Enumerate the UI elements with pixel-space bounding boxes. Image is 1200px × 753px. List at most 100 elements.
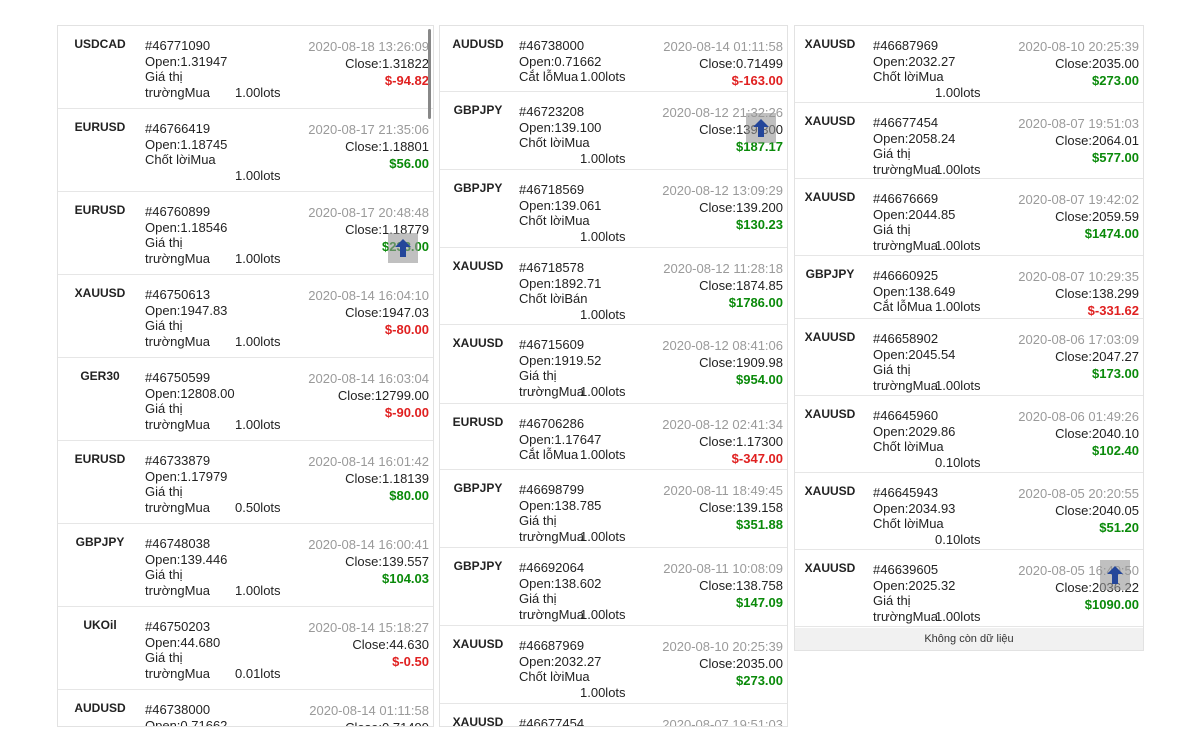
trade-profit: $-90.00 <box>384 405 429 420</box>
trade-open-price: Open:138.785 <box>519 498 602 513</box>
trade-order-type: Chốt lờiMua <box>873 516 944 531</box>
trade-order-type: Giá thị trườngMua <box>145 69 210 100</box>
trade-id: #46645960 <box>873 408 939 423</box>
trade-open-price: Open:138.602 <box>519 576 602 591</box>
scrollbar[interactable] <box>428 29 431 119</box>
trade-id: #46748038 <box>145 536 211 551</box>
trade-symbol: XAUUSD <box>804 484 856 498</box>
trade-lots: 1.00lots <box>235 251 281 266</box>
trade-profit: $954.00 <box>736 372 783 387</box>
trade-row[interactable]: XAUUSD #46676669 Open:2044.85 Giá thị trườn… <box>795 179 1143 256</box>
trade-close-price: Close:139.200 <box>699 200 783 215</box>
trade-row[interactable]: GBPJPY #46718569 Open:139.061 Chốt lờiMua 1.… <box>440 170 787 248</box>
trade-row[interactable]: XAUUSD #46639605 Open:2025.32 Giá thị trườn… <box>795 550 1143 627</box>
trade-symbol: EURUSD <box>74 203 126 217</box>
trade-close-price: Close:139.158 <box>699 500 783 515</box>
trade-lots: 0.10lots <box>935 532 981 547</box>
trade-date: 2020-08-17 21:35:06 <box>308 122 429 137</box>
trade-open-price: Open:139.100 <box>519 120 602 135</box>
scroll-to-top-button[interactable] <box>388 233 418 263</box>
trade-row[interactable]: XAUUSD #46645943 Open:2034.93 Chốt lờiMua 0.… <box>795 473 1143 550</box>
trade-order-type: Giá thị trườngMua <box>145 318 210 349</box>
trade-id: #46750613 <box>145 287 211 302</box>
trade-profit: $1090.00 <box>1084 597 1139 612</box>
trade-date: 2020-08-18 13:26:09 <box>308 39 429 54</box>
trade-date: 2020-08-07 10:29:35 <box>1018 269 1139 284</box>
trade-close-price: Close:0.71499 <box>699 56 783 71</box>
trade-lots: 1.00lots <box>580 685 626 700</box>
trade-order-type: Cắt lỗMua <box>519 447 579 462</box>
trade-open-price: Open:1.18745 <box>145 137 228 152</box>
trade-symbol: XAUUSD <box>452 637 504 651</box>
trade-lots: 1.00lots <box>235 168 281 183</box>
trade-row[interactable]: GBPJPY #46660925 Open:138.649 Cắt lỗMua 1.00… <box>795 256 1143 319</box>
trade-row[interactable]: EURUSD #46733879 Open:1.17979 Giá thị trườn… <box>58 441 433 524</box>
trade-close-price: Close:2047.27 <box>1055 349 1139 364</box>
trade-id: #46750203 <box>145 619 211 634</box>
scroll-to-top-button[interactable] <box>1100 560 1130 590</box>
trade-date: 2020-08-17 20:48:48 <box>308 205 429 220</box>
trade-id: #46760899 <box>145 204 211 219</box>
trade-date: 2020-08-07 19:51:03 <box>1018 116 1139 131</box>
trade-close-price: Close:1909.98 <box>699 355 783 370</box>
trade-row[interactable]: XAUUSD #46645960 Open:2029.86 Chốt lờiMua 0.… <box>795 396 1143 473</box>
trade-order-type: Giá thị trườngMua <box>145 484 210 515</box>
trade-open-price: Open:2025.32 <box>873 578 956 593</box>
trade-date: 2020-08-14 01:11:58 <box>309 703 429 718</box>
trade-row[interactable]: USDCAD #46771090 Open:1.31947 Giá thị trườn… <box>58 26 433 109</box>
trade-row[interactable]: GBPJPY #46723208 Open:139.100 Chốt lờiMua 1.… <box>440 92 787 170</box>
trade-symbol: AUDUSD <box>74 701 126 715</box>
trade-row[interactable]: EURUSD #46760899 Open:1.18546 Giá thị trườn… <box>58 192 433 275</box>
trade-open-price: Open:2029.86 <box>873 424 956 439</box>
trade-row[interactable]: XAUUSD #46658902 Open:2045.54 Giá thị trườn… <box>795 319 1143 396</box>
arrow-up-icon <box>395 239 411 257</box>
trade-row[interactable]: GBPJPY #46698799 Open:138.785 Giá thị trườn… <box>440 470 787 548</box>
trade-open-price: Open:1947.83 <box>145 303 228 318</box>
trade-id: #46718569 <box>519 182 585 197</box>
trade-date: 2020-08-10 20:25:39 <box>1018 39 1139 54</box>
trade-row[interactable]: GER30 #46750599 Open:12808.00 Giá thị trườn… <box>58 358 433 441</box>
trade-lots: 1.00lots <box>580 447 626 462</box>
trade-row[interactable]: XAUUSD #46750613 Open:1947.83 Giá thị trườn… <box>58 275 433 358</box>
trade-order-type: Giá thị trườngMua <box>873 146 938 177</box>
trade-date: 2020-08-14 16:03:04 <box>308 371 429 386</box>
trade-date: 2020-08-06 01:49:26 <box>1018 409 1139 424</box>
trade-row[interactable]: XAUUSD #46687969 Open:2032.27 Chốt lờiMua 1.… <box>440 626 787 704</box>
trade-row[interactable]: XAUUSD #46715609 Open:1919.52 Giá thị trườn… <box>440 325 787 404</box>
trade-symbol: XAUUSD <box>74 286 126 300</box>
trade-symbol: USDCAD <box>74 37 126 51</box>
trade-row[interactable]: EURUSD #46706286 Open:1.17647 Cắt lỗMua 1.00… <box>440 404 787 470</box>
trade-lots: 0.10lots <box>935 455 981 470</box>
trade-order-type: Giá thị trườngMua <box>145 567 210 598</box>
trade-id: #46645943 <box>873 485 939 500</box>
trade-open-price: Open:12808.00 <box>145 386 235 401</box>
trade-row[interactable]: UKOil #46750203 Open:44.680 Giá thị trườngM… <box>58 607 433 690</box>
trade-close-price: Close:2035.00 <box>1055 56 1139 71</box>
trade-date: 2020-08-11 10:08:09 <box>663 561 783 576</box>
trade-profit: $-80.00 <box>384 322 429 337</box>
trade-open-price: Open:2034.93 <box>873 501 956 516</box>
trade-lots: 1.00lots <box>935 378 981 393</box>
trade-row[interactable]: GBPJPY #46692064 Open:138.602 Giá thị trườn… <box>440 548 787 626</box>
trade-close-price: Close:12799.00 <box>337 388 429 403</box>
trade-row[interactable]: EURUSD #46766419 Open:1.18745 Chốt lờiMua 1.… <box>58 109 433 192</box>
trade-open-price: Open:44.680 <box>145 635 221 650</box>
scroll-to-top-button[interactable] <box>746 113 776 143</box>
trade-row[interactable]: XAUUSD #46687969 Open:2032.27 Chốt lờiMua 1.… <box>795 26 1143 103</box>
trade-symbol: XAUUSD <box>804 407 856 421</box>
trade-open-price: Open:0.71662 <box>145 718 228 727</box>
trade-row[interactable]: GBPJPY #46748038 Open:139.446 Giá thị trườn… <box>58 524 433 607</box>
trade-lots: 1.00lots <box>580 69 626 84</box>
trade-open-price: Open:2044.85 <box>873 207 956 222</box>
trade-open-price: Open:1.17979 <box>145 469 228 484</box>
trade-symbol: EURUSD <box>74 452 126 466</box>
trade-row[interactable]: XAUUSD #46718578 Open:1892.71 Chốt lờiBán 1.… <box>440 248 787 325</box>
trade-open-price: Open:1.17647 <box>519 432 602 447</box>
trade-lots: 1.00lots <box>580 151 626 166</box>
trade-symbol: XAUUSD <box>452 336 504 350</box>
trade-order-type: Giá thị trườngMua <box>873 593 938 624</box>
